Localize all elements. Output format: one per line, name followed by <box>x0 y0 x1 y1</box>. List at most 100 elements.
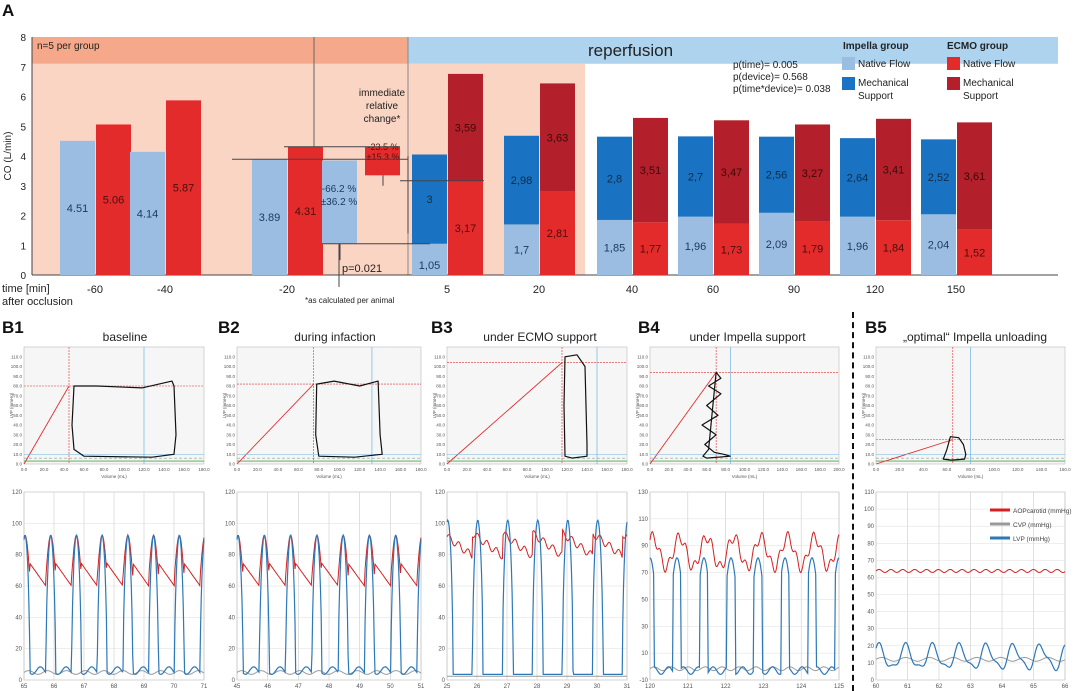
pv-y-tick: 0.0 <box>229 462 236 467</box>
trace-x-tick: 25 <box>444 684 451 690</box>
trace-y-tick: 0 <box>19 678 23 684</box>
trace-y-tick: 90 <box>641 544 648 550</box>
pv-y-tick: 100.0 <box>434 364 446 369</box>
pv-y-tick: 50.0 <box>436 413 445 418</box>
pv-y-tick: 0.0 <box>868 462 875 467</box>
pv-x-tick: 80.0 <box>314 467 323 472</box>
trace-y-tick: 10 <box>641 651 648 657</box>
pv-x-tick: 160.0 <box>796 467 808 472</box>
change-bar-impella <box>322 160 357 244</box>
trace-legend: AOPcarotid (mmHg) CVP (mmHg) LVP (mmHg) <box>990 508 1072 543</box>
trace-y-tick: 70 <box>641 571 648 577</box>
bar-impella-mechanical <box>678 136 713 217</box>
pv-y-tick: 60.0 <box>865 403 874 408</box>
bar-ecmo-mechanical <box>540 83 575 192</box>
pv-x-tick: 180.0 <box>198 467 210 472</box>
trace-x-tick: 46 <box>264 684 271 690</box>
trace-x-tick: 120 <box>645 684 656 690</box>
legend-ecmo-title: ECMO group <box>947 41 1008 52</box>
pv-y-tick: 80.0 <box>13 384 22 389</box>
pv-x-tick: 40.0 <box>274 467 283 472</box>
trace-y-tick: -10 <box>639 678 648 684</box>
change-label-1: immediate <box>359 88 406 99</box>
trace-x-tick: 45 <box>234 684 241 690</box>
stat-interaction: p(time*device)= 0.038 <box>733 84 831 95</box>
pv-loop-plot-b3: 0.0 20.0 40.0 60.0 80.0 100.0 120.0 140.0 160.0 1… <box>432 346 633 479</box>
pv-x-tick: 140.0 <box>158 467 170 472</box>
trace-lvp <box>649 556 840 676</box>
pv-x-tick: 120.0 <box>758 467 770 472</box>
trace-y-tick: 100 <box>435 521 446 527</box>
pv-loop-plot-b1: 0.0 20.0 40.0 60.0 80.0 100.0 120.0 140.0 160.0 1… <box>9 346 210 479</box>
trace-plot-area <box>649 491 840 681</box>
bar-impella-native <box>921 214 956 275</box>
bar-label-ecmo-mechanical: 3,61 <box>964 171 985 183</box>
pv-y-tick: 80.0 <box>865 384 874 389</box>
bar-ecmo-native <box>876 220 911 275</box>
legend-swatch-ecmo-mechanical <box>947 77 960 90</box>
trace-y-tick: 60 <box>867 575 874 581</box>
pv-y-label: LVP (mmHg) <box>9 392 14 418</box>
bar-label-impella-native: 1,05 <box>419 260 440 272</box>
pv-y-tick: 90.0 <box>639 374 648 379</box>
trace-y-tick: 100 <box>864 507 875 513</box>
phase-label-support: mechanical support <box>414 12 562 31</box>
pv-y-tick: 110.0 <box>434 354 445 359</box>
bar-label-ecmo-native: 1,79 <box>802 243 823 255</box>
pv-x-tick: 100.0 <box>334 467 346 472</box>
pv-y-tick: 10.0 <box>865 452 874 457</box>
pv-y-tick: 70.0 <box>226 393 235 398</box>
trace-y-tick: 120 <box>225 490 236 496</box>
pv-y-tick: 0.0 <box>439 462 446 467</box>
bar-label-impella-native: 4.51 <box>67 203 88 215</box>
pv-x-tick: 20.0 <box>463 467 472 472</box>
bar-ecmo-native <box>795 221 830 275</box>
trace-plot-b3: 25 26 27 28 29 30 31 0 20 40 60 80 100 120 <box>435 490 631 690</box>
trace-y-tick: 40 <box>15 615 22 621</box>
trace-plot-b4: 120 121 122 123 124 125 -10 10 30 50 70 90 110 130 <box>638 490 845 690</box>
bar-ecmo-mechanical <box>876 118 911 221</box>
a-x-tick-label: 120 <box>866 284 884 296</box>
trace-y-tick: 100 <box>12 521 23 527</box>
trace-plot-b2: 45 46 47 48 49 50 51 0 20 40 60 80 100 120 <box>225 490 425 690</box>
stat-time: p(time)= 0.005 <box>733 60 798 71</box>
pv-espvr-line <box>23 385 70 465</box>
pv-y-tick: 20.0 <box>13 442 22 447</box>
a-x-tick-label: -60 <box>87 284 103 296</box>
panel-letter-b1: B1 <box>2 318 24 337</box>
trace-x-tick: 124 <box>796 684 807 690</box>
trace-legend-label: LVP (mmHg) <box>1013 536 1050 543</box>
bar-ecmo-native <box>96 124 131 275</box>
trace-y-tick: 50 <box>867 593 874 599</box>
bar-label-ecmo-native: 5.06 <box>103 195 124 207</box>
legend-ecmo-mech-1: Mechanical <box>963 78 1014 89</box>
bar-impella-mechanical <box>921 139 956 215</box>
legend-ecmo-native: Native Flow <box>963 59 1016 70</box>
pv-y-tick: 40.0 <box>639 423 648 428</box>
trace-y-tick: 40 <box>867 610 874 616</box>
trace-y-tick: 80 <box>15 553 22 559</box>
change-impella-mean: -66.2 % <box>322 184 357 195</box>
pv-y-tick: 90.0 <box>226 374 235 379</box>
a-x-tick-label: 5 <box>444 284 450 296</box>
pv-y-tick: 70.0 <box>865 393 874 398</box>
a-y-tick-label: 1 <box>20 241 26 252</box>
change-impella-sd: ±36.2 % <box>321 197 358 208</box>
pv-x-tick: 100.0 <box>541 467 553 472</box>
trace-x-tick: 62 <box>936 684 943 690</box>
pv-x-tick: 140.0 <box>777 467 789 472</box>
a-y-tick-label: 0 <box>20 271 26 282</box>
pv-y-label: LVP (mmHg) <box>861 392 866 418</box>
pv-y-label: LVP (mmHg) <box>222 392 227 418</box>
pv-x-tick: 80.0 <box>100 467 109 472</box>
bar-label-ecmo-native: 5.87 <box>173 183 194 195</box>
trace-x-tick: 31 <box>624 684 631 690</box>
trace-x-tick: 66 <box>1062 684 1069 690</box>
trace-y-tick: 110 <box>864 490 874 496</box>
trace-lvp <box>446 518 628 675</box>
trace-x-tick: 27 <box>504 684 511 690</box>
trace-x-tick: 121 <box>683 684 694 690</box>
trace-y-tick: 80 <box>228 553 235 559</box>
trace-y-tick: 20 <box>438 647 445 653</box>
a-x-axis-label-1: time [min] <box>2 283 50 295</box>
